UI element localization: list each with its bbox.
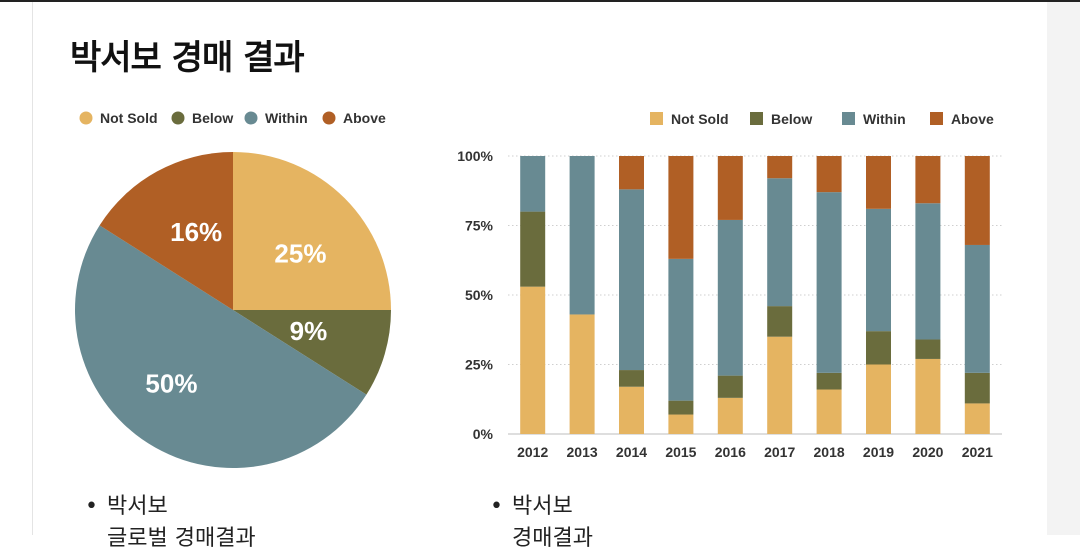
bar-segment-not-sold-2013: [570, 314, 595, 434]
x-tick-label: 2020: [912, 444, 943, 460]
bar-segment-not-sold-2017: [767, 337, 792, 434]
x-tick-label: 2012: [517, 444, 548, 460]
bar-segment-below-2019: [866, 331, 891, 364]
note-right-bullet: 박서보: [512, 494, 573, 519]
bullet-dot: •: [490, 494, 512, 519]
legend-label-within: Within: [265, 110, 308, 126]
window-margin: [1047, 2, 1080, 535]
legend-swatch-above: [323, 112, 336, 125]
bar-segment-below-2020: [915, 339, 940, 358]
bullet-dot: •: [85, 494, 107, 519]
bar-segment-below-2018: [817, 373, 842, 390]
bar-segment-below-2014: [619, 370, 644, 387]
bar-segment-within-2019: [866, 209, 891, 331]
bar-segment-within-2015: [668, 259, 693, 401]
legend-label-not-sold: Not Sold: [671, 111, 729, 127]
bar-segment-within-2021: [965, 245, 990, 373]
legend-swatch-below: [172, 112, 185, 125]
x-tick-label: 2019: [863, 444, 894, 460]
x-tick-label: 2016: [715, 444, 746, 460]
legend-swatch-within: [842, 112, 855, 125]
x-tick-label: 2017: [764, 444, 795, 460]
bar-segment-above-2020: [915, 156, 940, 203]
legend-swatch-within: [245, 112, 258, 125]
bar-segment-above-2016: [718, 156, 743, 220]
bar-segment-below-2015: [668, 401, 693, 415]
bar-segment-above-2014: [619, 156, 644, 189]
legend-label-above: Above: [343, 110, 386, 126]
y-tick-label: 0%: [473, 426, 494, 442]
stacked-bar-chart: Not Sold Below Within Above 0% 25% 50% 75% 100% 2…: [440, 100, 1020, 480]
bar-segment-not-sold-2020: [915, 359, 940, 434]
note-right: • 박서보: [490, 488, 573, 520]
bar-segment-within-2012: [520, 156, 545, 212]
bar-segment-within-2013: [570, 156, 595, 314]
bar-segment-not-sold-2021: [965, 403, 990, 434]
bar-segment-within-2020: [915, 203, 940, 339]
legend-label-within: Within: [863, 111, 906, 127]
page-title: 박서보 경매 결과: [70, 30, 304, 79]
bar-segment-above-2017: [767, 156, 792, 178]
y-tick-label: 100%: [457, 148, 493, 164]
pie-label-below: 9%: [290, 316, 328, 346]
pie-label-above: 16%: [170, 217, 222, 247]
bar-segment-below-2017: [767, 306, 792, 337]
bar-segment-not-sold-2019: [866, 365, 891, 435]
x-tick-label: 2015: [665, 444, 696, 460]
note-left-sub: 글로벌 경매결과: [107, 520, 256, 552]
bar-segment-within-2017: [767, 178, 792, 306]
bar-segment-not-sold-2015: [668, 415, 693, 434]
bar-segment-within-2018: [817, 192, 842, 373]
x-tick-label: 2021: [962, 444, 993, 460]
legend-label-not-sold: Not Sold: [100, 110, 158, 126]
y-tick-label: 50%: [465, 287, 494, 303]
bar-segment-not-sold-2018: [817, 390, 842, 434]
bar-segment-above-2018: [817, 156, 842, 192]
note-left: • 박서보: [85, 488, 168, 520]
legend-swatch-not-sold: [80, 112, 93, 125]
bar-segment-within-2014: [619, 189, 644, 370]
bar-segment-above-2015: [668, 156, 693, 259]
bar-segment-above-2021: [965, 156, 990, 245]
bar-segment-below-2021: [965, 373, 990, 404]
bar-segment-above-2019: [866, 156, 891, 209]
legend-label-above: Above: [951, 111, 994, 127]
pie-label-not-sold: 25%: [274, 239, 326, 269]
legend-swatch-below: [750, 112, 763, 125]
note-right-sub: 경매결과: [512, 520, 593, 552]
x-tick-label: 2018: [814, 444, 845, 460]
y-tick-label: 75%: [465, 218, 494, 234]
y-tick-label: 25%: [465, 357, 494, 373]
legend-label-below: Below: [771, 111, 812, 127]
legend-swatch-not-sold: [650, 112, 663, 125]
note-left-bullet: 박서보: [107, 494, 168, 519]
legend-swatch-above: [930, 112, 943, 125]
pie-chart: Not Sold Below Within Above 25% 9% 50% 16%: [60, 100, 420, 480]
bar-segment-below-2012: [520, 212, 545, 287]
bar-segment-below-2016: [718, 376, 743, 398]
bar-segment-not-sold-2016: [718, 398, 743, 434]
pie-slice-not-sold: [233, 152, 391, 310]
x-tick-label: 2014: [616, 444, 647, 460]
bar-segment-within-2016: [718, 220, 743, 376]
bar-segment-not-sold-2014: [619, 387, 644, 434]
bar-segment-not-sold-2012: [520, 287, 545, 434]
legend-label-below: Below: [192, 110, 233, 126]
pie-label-within: 50%: [145, 368, 197, 398]
x-tick-label: 2013: [567, 444, 598, 460]
